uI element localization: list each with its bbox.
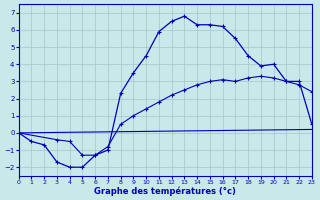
X-axis label: Graphe des températures (°c): Graphe des températures (°c) xyxy=(94,186,236,196)
